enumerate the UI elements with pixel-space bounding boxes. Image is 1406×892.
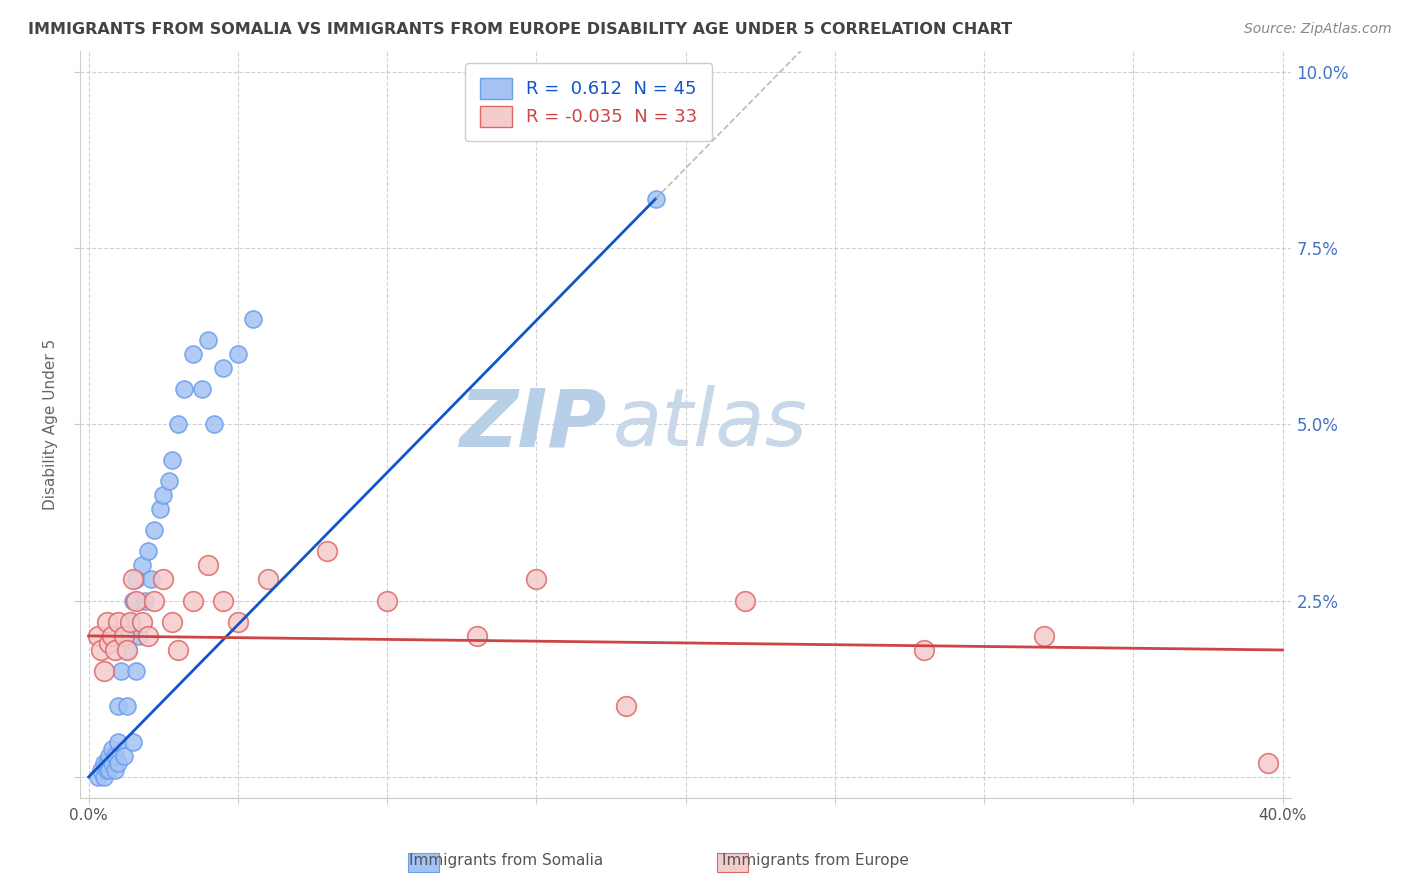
Point xyxy=(122,593,145,607)
Point xyxy=(107,756,129,770)
Text: Immigrants from Europe: Immigrants from Europe xyxy=(723,854,908,868)
Point xyxy=(101,741,124,756)
Point xyxy=(120,615,142,629)
Point xyxy=(242,311,264,326)
Point xyxy=(90,763,112,777)
Point xyxy=(1032,629,1054,643)
Point xyxy=(107,734,129,748)
Point xyxy=(614,699,637,714)
Point xyxy=(117,643,139,657)
Point xyxy=(122,573,145,587)
Point xyxy=(191,382,214,396)
Point xyxy=(86,629,108,643)
Point xyxy=(202,417,225,432)
Point xyxy=(524,573,547,587)
Point xyxy=(93,770,115,784)
Point xyxy=(152,573,174,587)
Point xyxy=(912,643,935,657)
Point xyxy=(143,523,166,537)
Point xyxy=(212,361,235,376)
Point xyxy=(226,347,249,361)
Point xyxy=(256,573,278,587)
Point xyxy=(160,615,183,629)
Point xyxy=(96,615,118,629)
Point xyxy=(125,573,148,587)
Point xyxy=(112,629,135,643)
Point xyxy=(152,488,174,502)
Point xyxy=(117,643,139,657)
Text: Source: ZipAtlas.com: Source: ZipAtlas.com xyxy=(1244,22,1392,37)
Point xyxy=(96,763,118,777)
Point xyxy=(98,763,121,777)
Point xyxy=(1257,756,1279,770)
Point xyxy=(197,333,219,347)
Point xyxy=(90,643,112,657)
Point xyxy=(644,192,666,206)
Point xyxy=(316,544,339,558)
Point xyxy=(110,664,132,678)
Text: IMMIGRANTS FROM SOMALIA VS IMMIGRANTS FROM EUROPE DISABILITY AGE UNDER 5 CORRELA: IMMIGRANTS FROM SOMALIA VS IMMIGRANTS FR… xyxy=(28,22,1012,37)
Point xyxy=(107,699,129,714)
Point xyxy=(120,615,142,629)
Point xyxy=(167,417,190,432)
Point xyxy=(136,544,159,558)
Point xyxy=(167,643,190,657)
Point xyxy=(131,558,153,573)
Text: Immigrants from Somalia: Immigrants from Somalia xyxy=(409,854,603,868)
Point xyxy=(226,615,249,629)
Text: ZIP: ZIP xyxy=(460,385,607,463)
Point xyxy=(134,593,156,607)
Point xyxy=(96,756,118,770)
Point xyxy=(125,664,148,678)
Point xyxy=(173,382,195,396)
Point xyxy=(104,763,127,777)
Point xyxy=(212,593,235,607)
Point xyxy=(101,629,124,643)
Point xyxy=(112,629,135,643)
Point xyxy=(375,593,398,607)
Point xyxy=(112,748,135,763)
Point xyxy=(125,593,148,607)
Point xyxy=(143,593,166,607)
Point xyxy=(181,347,204,361)
Point xyxy=(122,734,145,748)
Legend: R =  0.612  N = 45, R = -0.035  N = 33: R = 0.612 N = 45, R = -0.035 N = 33 xyxy=(465,63,713,141)
Point xyxy=(93,664,115,678)
Point xyxy=(197,558,219,573)
Point xyxy=(98,748,121,763)
Point xyxy=(131,615,153,629)
Point xyxy=(465,629,488,643)
Point xyxy=(157,474,180,488)
Point xyxy=(107,615,129,629)
Point xyxy=(104,643,127,657)
Point xyxy=(160,452,183,467)
Point xyxy=(128,629,150,643)
Text: atlas: atlas xyxy=(613,385,807,463)
Point xyxy=(149,502,172,516)
Point xyxy=(101,756,124,770)
Point xyxy=(734,593,756,607)
Point xyxy=(136,629,159,643)
Point xyxy=(181,593,204,607)
Point xyxy=(104,748,127,763)
Point xyxy=(117,699,139,714)
Point xyxy=(98,636,121,650)
Point xyxy=(141,573,163,587)
Y-axis label: Disability Age Under 5: Disability Age Under 5 xyxy=(44,339,58,510)
Point xyxy=(86,770,108,784)
Point xyxy=(93,756,115,770)
